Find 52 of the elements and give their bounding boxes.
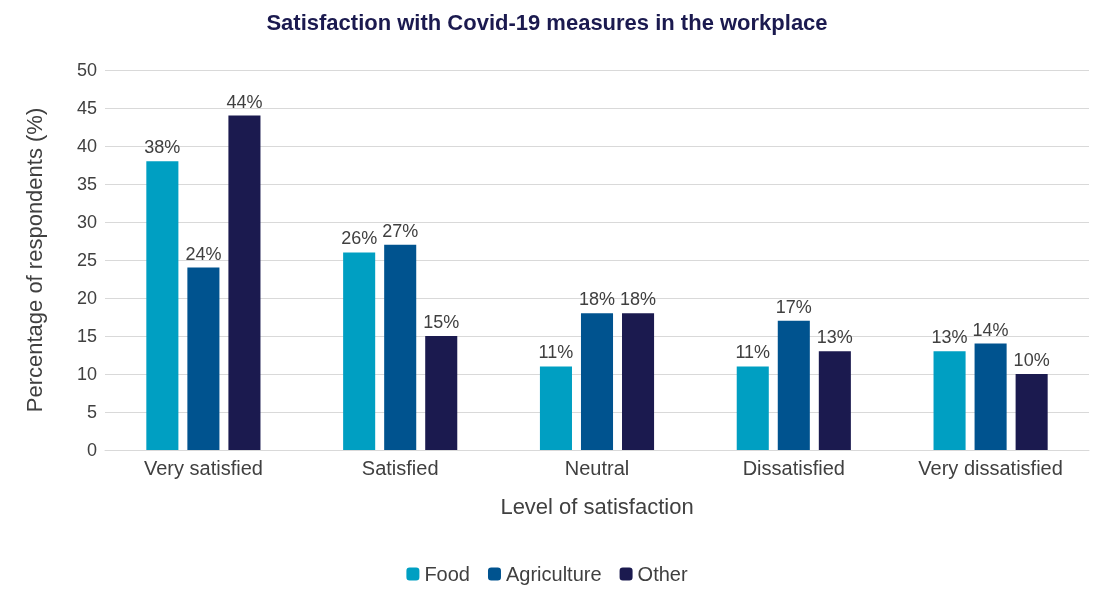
chart-title: Satisfaction with Covid-19 measures in the workplace <box>266 9 828 35</box>
data-label: 38% <box>144 137 181 158</box>
bar <box>187 267 220 450</box>
bar <box>580 313 614 450</box>
data-label: 17% <box>775 296 812 317</box>
x-tick-label: Dissatisfied <box>742 457 845 479</box>
data-label: 44% <box>226 91 263 112</box>
legend-label: Other <box>637 563 688 585</box>
data-label: 11% <box>735 342 771 363</box>
x-tick-label: Neutral <box>564 457 630 479</box>
data-label: 24% <box>185 243 222 264</box>
y-tick-label: 50 <box>76 60 97 80</box>
y-tick-label: 5 <box>86 402 97 422</box>
legend-label: Food <box>424 563 470 585</box>
y-tick-label: 10 <box>76 364 97 384</box>
y-tick-label: 25 <box>76 250 97 270</box>
bar <box>539 366 572 450</box>
x-axis-title: Level of satisfaction <box>500 493 694 519</box>
data-label: 13% <box>816 327 853 348</box>
y-tick-label: 35 <box>76 174 97 194</box>
data-label: 13% <box>931 327 968 348</box>
bar <box>818 351 851 450</box>
bar <box>228 115 261 450</box>
x-tick-label: Very dissatisfied <box>918 457 1063 479</box>
bar <box>933 351 966 450</box>
data-label: 18% <box>578 289 616 310</box>
data-label: 27% <box>382 220 419 241</box>
legend-label: Agriculture <box>505 563 602 585</box>
y-tick-label: 0 <box>86 440 97 460</box>
data-label: 26% <box>341 228 378 249</box>
y-tick-label: 15 <box>76 326 97 346</box>
y-tick-label: 40 <box>76 136 97 156</box>
data-label: 14% <box>972 319 1009 340</box>
bar <box>384 244 417 450</box>
data-label: 11% <box>538 342 574 363</box>
bar <box>425 336 458 450</box>
x-tick-label: Very satisfied <box>143 457 263 479</box>
bar <box>622 313 655 450</box>
bar <box>343 252 376 450</box>
y-axis-title: Percentage of respondents (%) <box>21 107 47 413</box>
data-label: 15% <box>423 312 460 332</box>
x-tick-label: Satisfied <box>361 457 439 479</box>
y-tick-label: 30 <box>76 212 97 232</box>
bar <box>146 161 179 450</box>
bar <box>736 366 769 450</box>
data-label: 10% <box>1013 350 1050 370</box>
bar <box>974 343 1007 450</box>
y-tick-label: 45 <box>76 98 97 118</box>
data-label: 18% <box>620 289 657 310</box>
bar <box>1015 374 1048 450</box>
bar <box>777 320 810 450</box>
y-tick-label: 20 <box>76 288 97 308</box>
